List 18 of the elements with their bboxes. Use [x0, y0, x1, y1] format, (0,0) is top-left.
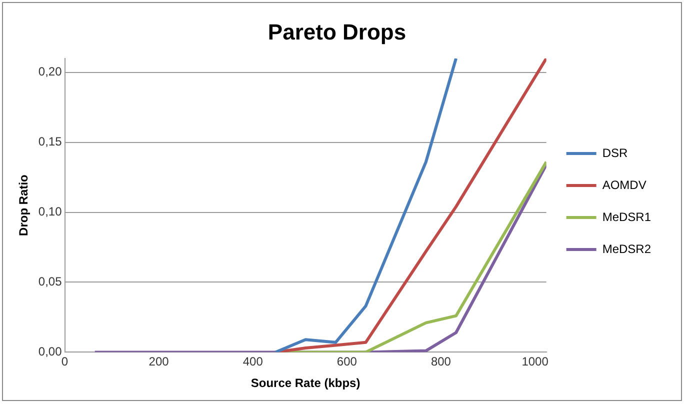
y-tick-label: 0,10	[38, 204, 62, 219]
x-tick-label: 800	[430, 354, 452, 369]
y-tick-label: 0,05	[38, 274, 62, 289]
x-axis-title: Source Rate (kbps)	[250, 376, 360, 390]
x-tick-label: 0	[61, 354, 68, 369]
x-tick-label: 600	[336, 354, 358, 369]
y-axis-title: Drop Ratio	[16, 174, 31, 236]
x-tick-label: 1000	[522, 354, 549, 369]
legend-label: MeDSR1	[602, 210, 652, 224]
y-tick-label: 0,15	[38, 134, 62, 149]
legend-label: DSR	[602, 146, 628, 160]
x-tick-label: 200	[148, 354, 170, 369]
chart-title: Pareto Drops	[268, 19, 406, 44]
y-tick-label: 0,00	[38, 344, 62, 359]
y-tick-label: 0,20	[38, 64, 62, 79]
legend-label: MeDSR2	[602, 242, 652, 256]
x-tick-label: 400	[242, 354, 264, 369]
legend-label: AOMDV	[602, 178, 646, 192]
